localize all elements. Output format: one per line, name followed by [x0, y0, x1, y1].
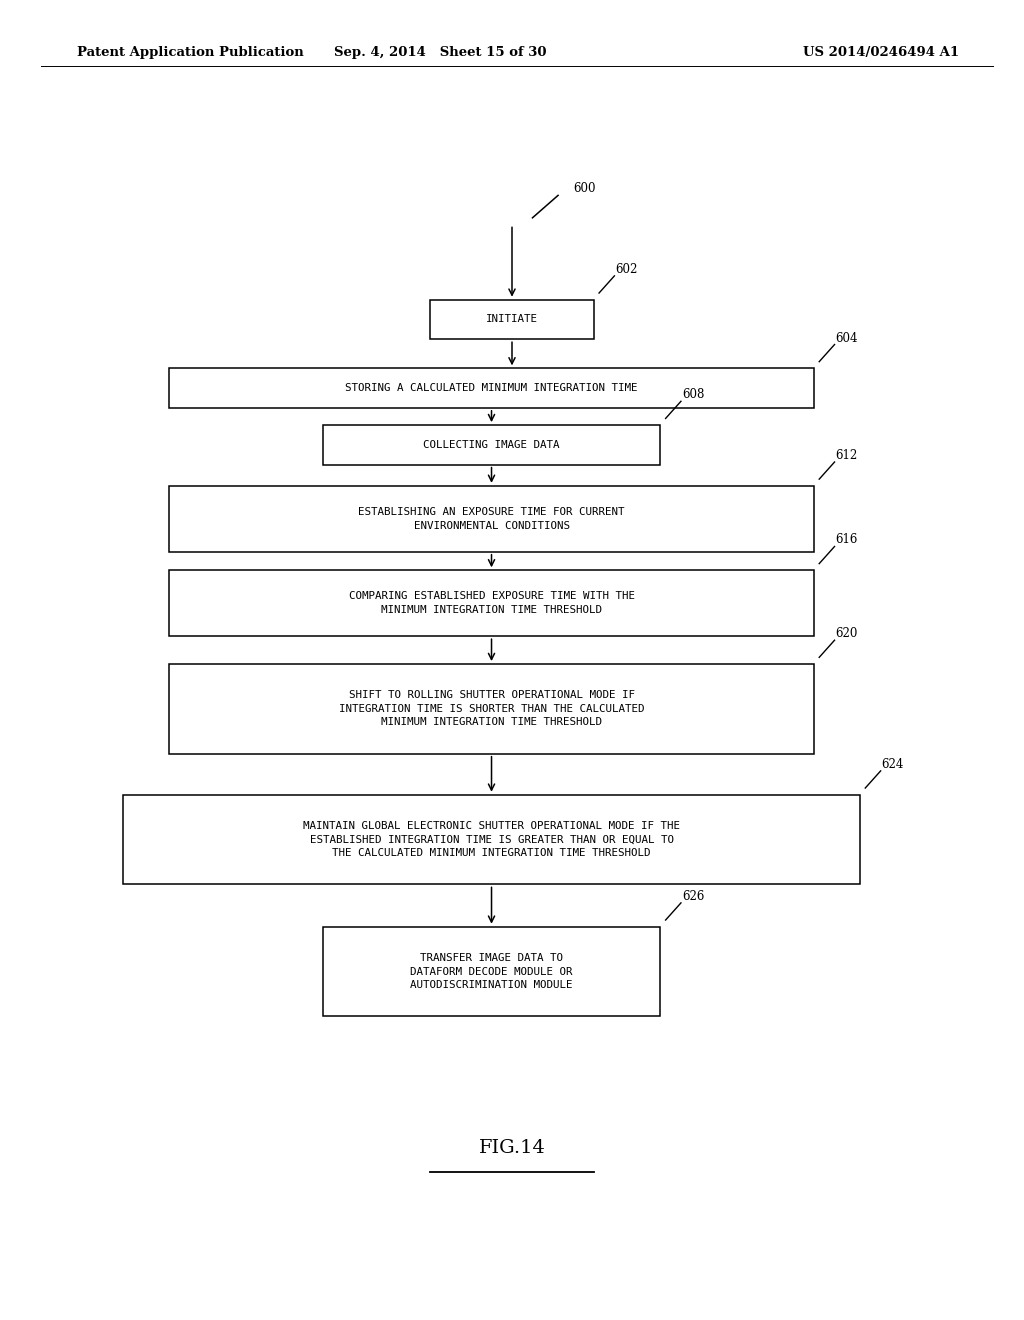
Text: 612: 612 — [836, 449, 858, 462]
Text: 604: 604 — [836, 331, 858, 345]
Text: COMPARING ESTABLISHED EXPOSURE TIME WITH THE
MINIMUM INTEGRATION TIME THRESHOLD: COMPARING ESTABLISHED EXPOSURE TIME WITH… — [348, 591, 635, 615]
FancyBboxPatch shape — [169, 570, 814, 636]
FancyBboxPatch shape — [169, 368, 814, 408]
Text: INITIATE: INITIATE — [486, 314, 538, 325]
Text: 602: 602 — [615, 263, 638, 276]
Text: COLLECTING IMAGE DATA: COLLECTING IMAGE DATA — [423, 440, 560, 450]
Text: 600: 600 — [573, 182, 596, 195]
FancyBboxPatch shape — [323, 425, 660, 465]
Text: 626: 626 — [682, 890, 705, 903]
Text: MAINTAIN GLOBAL ELECTRONIC SHUTTER OPERATIONAL MODE IF THE
ESTABLISHED INTEGRATI: MAINTAIN GLOBAL ELECTRONIC SHUTTER OPERA… — [303, 821, 680, 858]
Text: 616: 616 — [836, 533, 858, 546]
FancyBboxPatch shape — [323, 927, 660, 1016]
Text: FIG.14: FIG.14 — [478, 1139, 546, 1158]
Text: 608: 608 — [682, 388, 705, 401]
FancyBboxPatch shape — [169, 486, 814, 552]
Text: SHIFT TO ROLLING SHUTTER OPERATIONAL MODE IF
INTEGRATION TIME IS SHORTER THAN TH: SHIFT TO ROLLING SHUTTER OPERATIONAL MOD… — [339, 690, 644, 727]
Text: 624: 624 — [882, 758, 904, 771]
Text: US 2014/0246494 A1: US 2014/0246494 A1 — [803, 46, 958, 59]
FancyBboxPatch shape — [430, 300, 594, 339]
Text: 620: 620 — [836, 627, 858, 640]
Text: TRANSFER IMAGE DATA TO
DATAFORM DECODE MODULE OR
AUTODISCRIMINATION MODULE: TRANSFER IMAGE DATA TO DATAFORM DECODE M… — [411, 953, 572, 990]
FancyBboxPatch shape — [123, 795, 860, 884]
Text: STORING A CALCULATED MINIMUM INTEGRATION TIME: STORING A CALCULATED MINIMUM INTEGRATION… — [345, 383, 638, 393]
Text: Patent Application Publication: Patent Application Publication — [77, 46, 303, 59]
FancyBboxPatch shape — [169, 664, 814, 754]
Text: ESTABLISHING AN EXPOSURE TIME FOR CURRENT
ENVIRONMENTAL CONDITIONS: ESTABLISHING AN EXPOSURE TIME FOR CURREN… — [358, 507, 625, 531]
Text: Sep. 4, 2014   Sheet 15 of 30: Sep. 4, 2014 Sheet 15 of 30 — [334, 46, 547, 59]
